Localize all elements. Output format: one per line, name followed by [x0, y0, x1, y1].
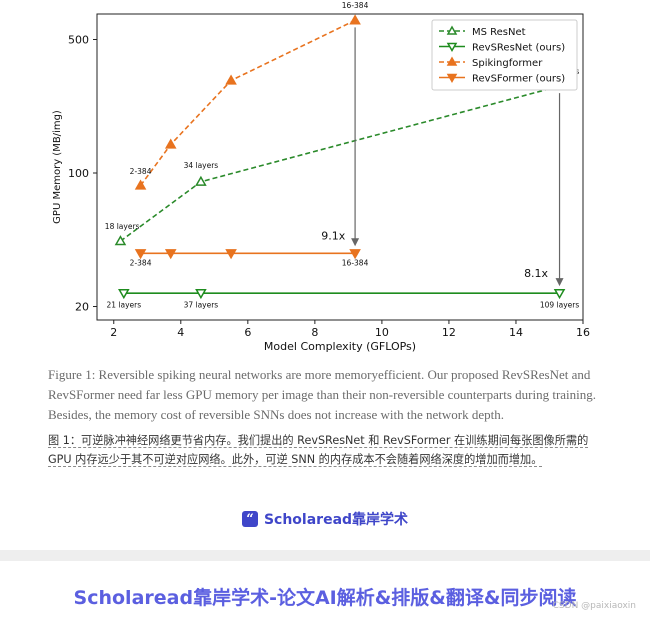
y-tick-label: 500 [68, 34, 89, 47]
y-tick-label: 100 [68, 167, 89, 180]
legend-label: Spikingformer [472, 58, 543, 69]
data-point [118, 289, 130, 300]
y-axis-label: GPU Memory (MB/img) [52, 110, 63, 224]
reduction-ratio-label: 8.1x [524, 267, 548, 280]
x-tick-label: 14 [509, 326, 523, 339]
quote-logo-icon: “ [241, 511, 258, 527]
data-point [195, 289, 207, 300]
point-annotation: 21 layers [106, 300, 141, 309]
section-divider [0, 550, 650, 561]
legend-marker [446, 56, 458, 66]
x-axis-label: Model Complexity (GFLOPs) [264, 340, 416, 353]
legend-label: RevSResNet (ours) [472, 43, 565, 54]
data-point [114, 235, 127, 246]
legend-marker [446, 25, 458, 35]
y-tick-label: 20 [75, 301, 89, 314]
x-tick-label: 6 [244, 326, 251, 339]
x-tick-label: 10 [375, 326, 389, 339]
point-annotation: 18 layers [105, 222, 140, 231]
data-point [164, 138, 177, 149]
data-point [349, 14, 361, 25]
brand-name: Scholaread靠岸学术 [263, 512, 409, 528]
point-annotation: 109 layers [540, 300, 580, 309]
footer-title: Scholaread靠岸学术-论文AI解析&排版&翻译&同步阅读 [73, 587, 577, 609]
data-point [134, 249, 147, 260]
series-line-2 [139, 19, 356, 186]
point-annotation: 37 layers [184, 300, 219, 309]
x-tick-label: 16 [576, 326, 590, 339]
point-annotation: 16-384 [342, 258, 369, 267]
reduction-arrow-head [351, 238, 360, 247]
data-point [134, 179, 147, 190]
data-point [195, 175, 207, 186]
data-point [553, 289, 566, 300]
plot-frame [96, 13, 584, 321]
reduction-ratio-label: 9.1x [321, 229, 345, 242]
point-annotation: 2-384 [130, 167, 152, 176]
x-tick-label: 4 [177, 326, 184, 339]
figure-caption-english: Figure 1: Reversible spiking neural netw… [48, 367, 597, 422]
legend-label: RevSFormer (ours) [472, 74, 565, 85]
figure-caption-chinese: 图 1：可逆脉冲神经网络更节省内存。我们提出的 RevSResNet 和 Rev… [48, 434, 589, 466]
legend-marker [446, 73, 458, 84]
legend-box [431, 19, 578, 91]
reduction-arrow-head [555, 278, 564, 287]
legend-marker [446, 42, 458, 53]
watermark: CSDN @paixiaoxin [552, 601, 636, 611]
point-annotation: 34 layers [184, 161, 219, 170]
data-point [225, 74, 237, 85]
memory-chart: 2 4 6 8 10 12 14 16 20 100 500 Model Complexity (GF… [52, 1, 590, 353]
legend-label: MS ResNet [472, 27, 526, 38]
x-tick-label: 8 [311, 326, 318, 339]
x-tick-label: 12 [442, 326, 456, 339]
data-point [225, 249, 237, 260]
point-annotation: 2-384 [130, 258, 152, 267]
point-annotation: 16-384 [342, 1, 369, 10]
data-point [164, 249, 177, 260]
x-tick-label: 2 [110, 326, 117, 339]
data-point [349, 249, 361, 260]
scholaread-brand[interactable]: “ Scholaread靠岸学术 [0, 508, 650, 530]
